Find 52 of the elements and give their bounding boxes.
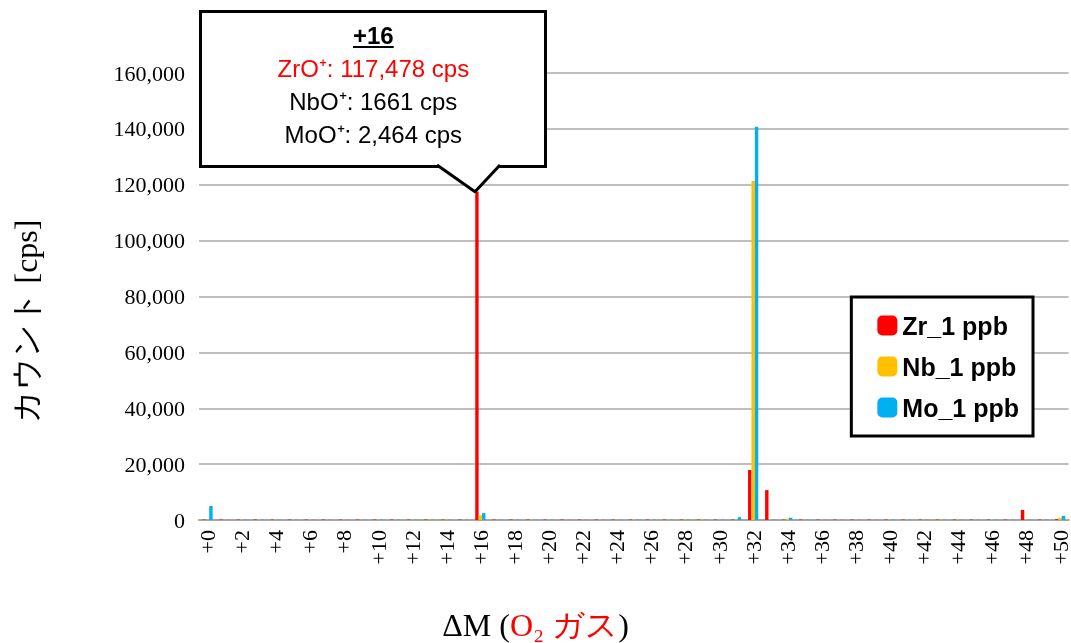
x-tick-label: +2 bbox=[229, 530, 255, 554]
y-tick-label: 140,000 bbox=[113, 116, 185, 142]
y-tick-label: 100,000 bbox=[113, 228, 185, 254]
x-tick-label: +24 bbox=[604, 530, 630, 565]
bar bbox=[765, 490, 769, 520]
x-tick-label: +0 bbox=[195, 530, 221, 554]
x-tick-label: +40 bbox=[877, 530, 903, 565]
x-tick-label: +22 bbox=[570, 530, 596, 565]
y-tick-label: 80,000 bbox=[124, 284, 185, 309]
callout-box: +16 ZrO⁺: 117,478 cps NbO⁺: 1661 cps MoO⁺: 2,464 cps bbox=[199, 10, 548, 168]
y-tick-label: 120,000 bbox=[113, 172, 185, 198]
x-tick-label: +42 bbox=[911, 530, 937, 565]
x-tick-label: +34 bbox=[774, 530, 800, 565]
x-tick-label: +18 bbox=[501, 530, 527, 565]
x-tick-label: +20 bbox=[536, 530, 562, 565]
y-tick-label: 160,000 bbox=[113, 60, 185, 86]
legend-label: Nb_1 ppb bbox=[902, 352, 1017, 381]
legend-label: Mo_1 ppb bbox=[902, 393, 1020, 422]
y-axis-title: カウント [cps] bbox=[8, 219, 44, 424]
bar bbox=[478, 515, 483, 520]
bar bbox=[737, 517, 742, 520]
x-tick-label: +46 bbox=[979, 530, 1005, 565]
bar bbox=[1058, 517, 1062, 520]
x-axis-title: ΔM (O₂ ガス) bbox=[442, 607, 629, 643]
x-tick-label: +26 bbox=[638, 530, 664, 565]
x-tick-label: +12 bbox=[399, 530, 425, 565]
x-tick-label: +4 bbox=[263, 530, 289, 554]
bar bbox=[482, 513, 486, 520]
x-tick-label: +48 bbox=[1013, 530, 1039, 565]
y-tick-label: 20,000 bbox=[124, 451, 185, 477]
x-tick-label: +44 bbox=[945, 530, 971, 565]
annotation: ZrO⁺: 117,478 cps bbox=[276, 54, 471, 84]
x-tick-label: +36 bbox=[808, 530, 834, 565]
bar bbox=[751, 181, 755, 520]
bar bbox=[475, 191, 479, 520]
x-tick-label: +50 bbox=[1047, 530, 1071, 565]
bar bbox=[209, 506, 213, 520]
x-tick-label: +6 bbox=[297, 530, 323, 554]
y-tick-label: 60,000 bbox=[124, 339, 185, 365]
annotation: MoO⁺: 2,464 cps bbox=[283, 120, 464, 150]
x-tick-label: +10 bbox=[365, 530, 391, 565]
x-tick-label: +8 bbox=[331, 530, 357, 554]
legend-label: Zr_1 ppb bbox=[902, 311, 1008, 340]
x-tick-label: +28 bbox=[672, 530, 698, 565]
x-tick-label: +16 bbox=[467, 530, 493, 565]
x-tick-label: +14 bbox=[433, 530, 459, 565]
x-tick-label: +30 bbox=[706, 530, 732, 565]
annotation: NbO⁺: 1661 cps bbox=[288, 87, 459, 117]
x-tick-label: +38 bbox=[842, 530, 868, 565]
y-tick-label: 0 bbox=[174, 507, 185, 533]
x-tick-label: +32 bbox=[740, 530, 766, 565]
y-tick-label: 40,000 bbox=[124, 395, 185, 421]
